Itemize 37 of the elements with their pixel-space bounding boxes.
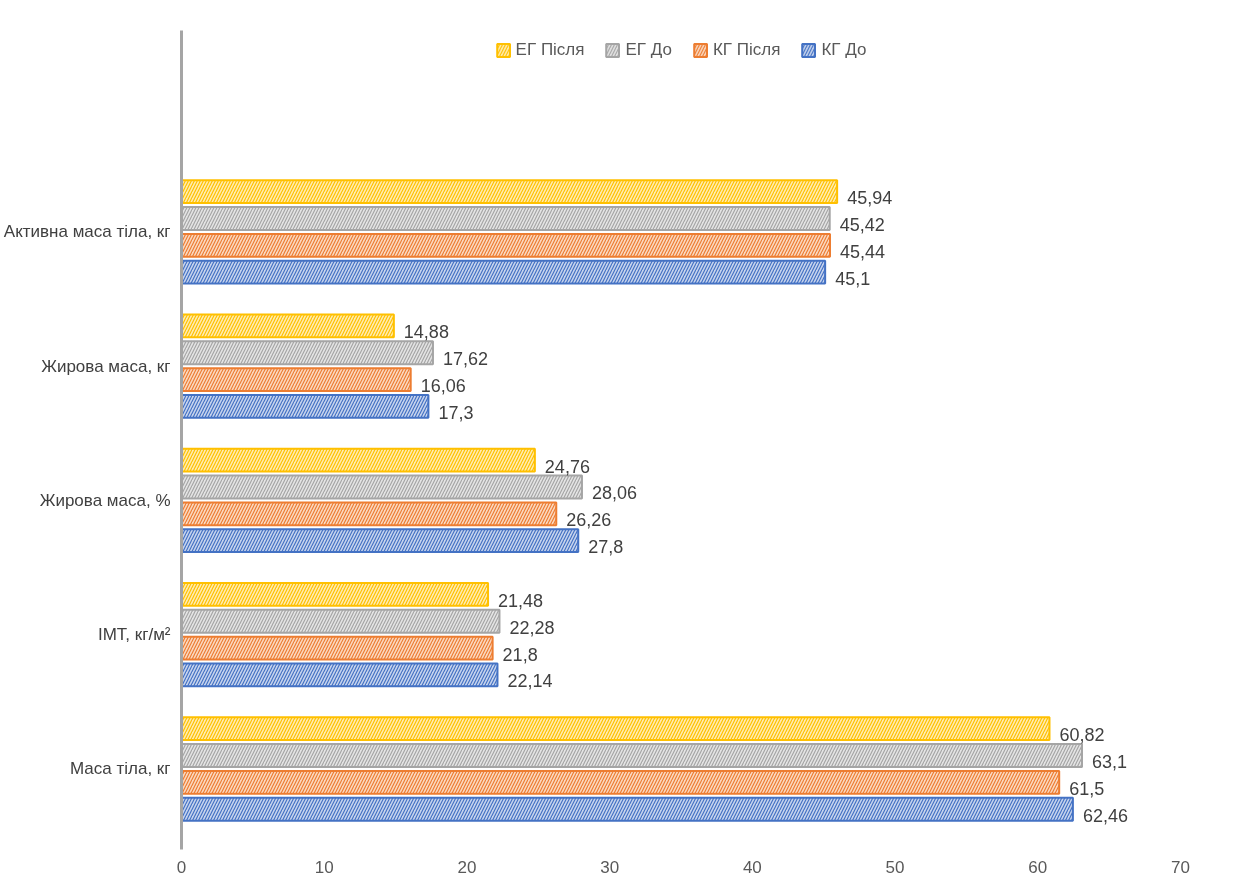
y-tick-label: Активна маса тіла, кг	[3, 222, 171, 242]
data-label: 27,8	[588, 537, 624, 558]
y-tick-label: Жирова маса, кг	[41, 356, 171, 376]
data-label: 22,14	[507, 671, 553, 692]
data-label: 14,88	[403, 322, 449, 343]
x-tick-label: 40	[742, 857, 762, 877]
y-tick-label: Жирова маса, %	[39, 490, 171, 510]
x-tick-label: 60	[1028, 857, 1048, 877]
data-label: 45,94	[847, 188, 893, 209]
data-label: 45,42	[839, 214, 885, 235]
legend-label: ЕГ До	[625, 40, 672, 60]
legend-label: КГ До	[821, 40, 867, 60]
data-label: 21,48	[498, 590, 544, 611]
data-label: 21,8	[502, 644, 538, 665]
data-label: 45,44	[839, 241, 886, 262]
data-label: 45,1	[835, 268, 871, 289]
data-label: 17,3	[438, 402, 474, 423]
legend-label: ЕГ Після	[515, 40, 585, 60]
data-label: 24,76	[544, 456, 590, 477]
x-tick-label: 50	[885, 857, 905, 877]
y-tick-label: Маса тіла, кг	[69, 759, 171, 779]
y-tick-label: ІМТ, кг/м²	[97, 625, 171, 645]
x-tick-label: 0	[176, 857, 187, 877]
x-tick-label: 10	[314, 857, 334, 877]
data-label: 26,26	[566, 510, 612, 531]
data-label: 17,62	[442, 349, 489, 370]
data-label: 62,46	[1082, 805, 1128, 826]
data-label: 16,06	[420, 376, 466, 397]
data-label: 61,5	[1069, 778, 1105, 799]
x-tick-label: 20	[457, 857, 477, 877]
legend-label: КГ Після	[712, 40, 781, 60]
data-label: 28,06	[591, 483, 637, 504]
data-label: 63,1	[1092, 752, 1128, 773]
x-tick-label: 30	[600, 857, 620, 877]
x-tick-label: 70	[1171, 857, 1190, 877]
data-label: 60,82	[1059, 725, 1105, 746]
data-label: 22,28	[509, 617, 555, 638]
